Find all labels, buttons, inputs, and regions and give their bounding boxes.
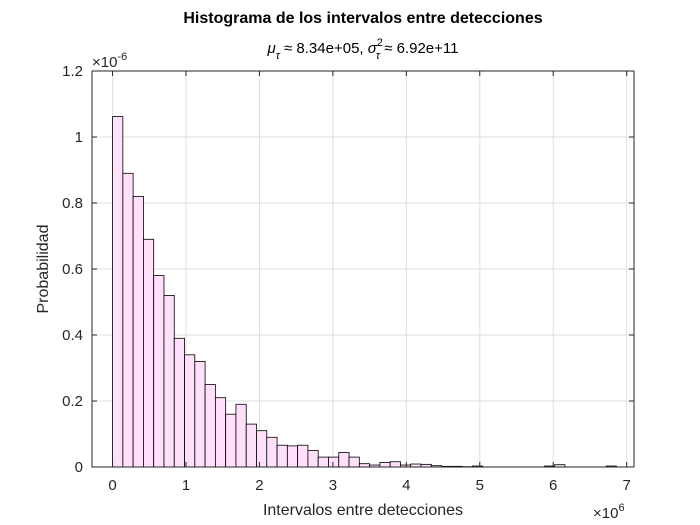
- y-tick-label: 0.8: [62, 195, 83, 212]
- y-axis-label: Probabilidad: [35, 225, 52, 314]
- x-tick-label: 0: [108, 477, 116, 494]
- histogram-bar: [194, 360, 206, 468]
- mu-symbol: μ: [267, 40, 276, 57]
- x-tick-labels: 0 1 2 3 4 5 6 7: [108, 477, 630, 494]
- sigma-value: ≈ 6.92e+11: [380, 40, 458, 57]
- histogram-bar: [256, 430, 268, 468]
- x-axis-label: Intervalos entre detecciones: [263, 502, 463, 519]
- histogram-bar: [225, 413, 237, 468]
- histogram-bar: [214, 397, 227, 468]
- y-tick-label: 1: [75, 129, 83, 146]
- histogram-bar: [266, 436, 278, 468]
- x-tick-label: 2: [255, 477, 263, 494]
- y-tick-label: 0: [75, 459, 83, 476]
- histogram-bar: [276, 444, 288, 468]
- mu-subscript: τ: [276, 50, 281, 62]
- histogram-bar: [307, 450, 319, 468]
- histogram-bar: [389, 461, 401, 468]
- y-tick-label: 1.2: [62, 63, 83, 80]
- y-tick-label: 0.6: [62, 261, 83, 278]
- histogram-bar: [317, 456, 329, 468]
- histogram-bar: [204, 384, 216, 468]
- sigma-symbol: σ: [368, 40, 378, 57]
- histogram-bar: [328, 456, 340, 468]
- chart-title: Histograma de los intervalos entre detec…: [183, 10, 542, 27]
- y-tick-labels: 0 0.2 0.4 0.6 0.8 1 1.2: [62, 63, 83, 476]
- histogram-bar: [173, 337, 185, 468]
- tick-marks: [92, 70, 634, 468]
- x-tick-label: 4: [402, 477, 410, 494]
- chart-subtitle: μτ ≈ 8.34e+05, σ2 τ ≈ 6.92e+11: [267, 37, 459, 62]
- histogram-bar: [245, 423, 257, 468]
- x-tick-label: 6: [549, 477, 557, 494]
- histogram-bar: [132, 195, 144, 468]
- histogram-bar: [286, 445, 299, 468]
- sigma-subscript: τ: [376, 50, 381, 62]
- histogram-bar: [184, 354, 196, 468]
- sigma-superscript: 2: [377, 37, 383, 49]
- histogram-bar: [112, 116, 124, 468]
- histogram-bar: [122, 172, 134, 468]
- x-tick-label: 5: [476, 477, 484, 494]
- histogram-bar: [153, 275, 165, 468]
- histogram-bar: [348, 456, 360, 468]
- histogram-bar: [297, 444, 309, 468]
- histogram-bar: [143, 238, 155, 468]
- histogram-bar: [379, 461, 391, 468]
- y-tick-label: 0.2: [62, 393, 83, 410]
- x-exponent-label: ×106: [593, 502, 625, 522]
- histogram-bar: [338, 452, 350, 468]
- y-exponent-label: ×10-6: [92, 51, 127, 71]
- histogram-bar: [163, 294, 175, 468]
- y-tick-label: 0.4: [62, 327, 83, 344]
- mu-value: ≈ 8.34e+05,: [280, 40, 368, 57]
- x-tick-label: 3: [329, 477, 337, 494]
- x-tick-label: 7: [622, 477, 630, 494]
- x-tick-label: 1: [182, 477, 190, 494]
- histogram-bar: [235, 403, 247, 468]
